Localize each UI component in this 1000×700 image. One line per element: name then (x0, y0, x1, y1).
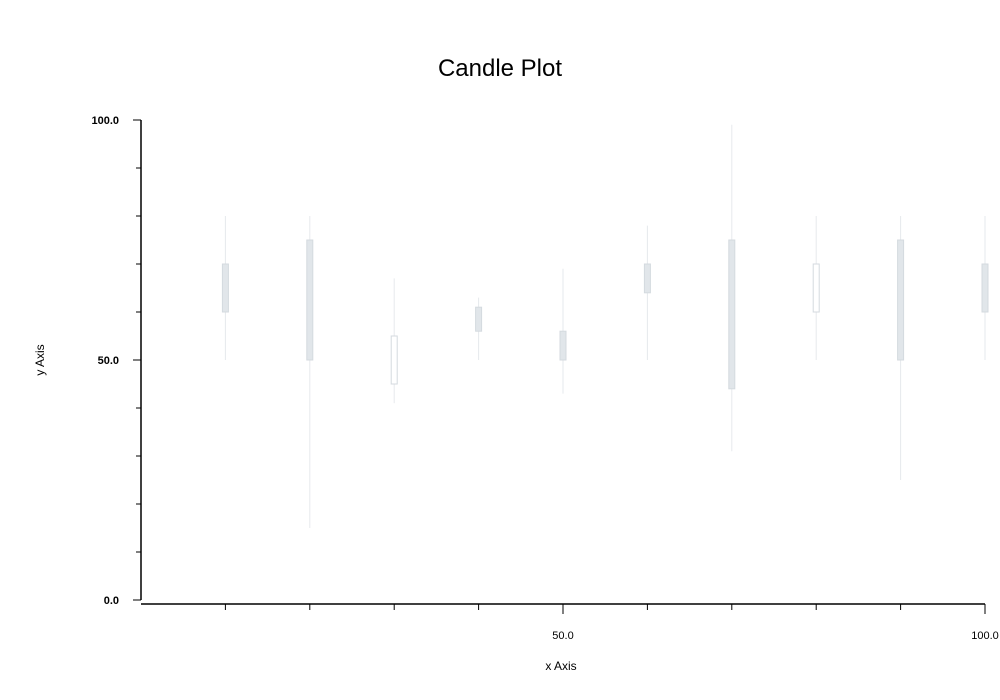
candle (812, 216, 820, 360)
chart-title: Candle Plot (438, 55, 562, 82)
candle-body (897, 239, 905, 361)
candle-body (981, 263, 989, 313)
candle (559, 268, 567, 394)
candle-body (812, 263, 820, 313)
candle-body (221, 263, 229, 313)
candle-body (559, 330, 567, 361)
candles-layer (221, 124, 989, 528)
candle (475, 297, 483, 360)
axis-ticks (133, 119, 986, 614)
axis-tick-labels: 0.0 50.0 100.0 50.0 100.0 (91, 115, 998, 642)
candle-body (475, 306, 483, 332)
candle (981, 216, 989, 360)
y-tick-label: 100.0 (91, 115, 119, 127)
candle (221, 216, 229, 360)
candle (643, 225, 651, 360)
y-tick-label: 50.0 (98, 355, 119, 367)
candle-body (306, 239, 314, 361)
candle (390, 278, 398, 404)
x-tick-label: 50.0 (552, 630, 573, 642)
candle (728, 124, 736, 452)
candle (897, 216, 905, 480)
y-axis-title: y Axis (33, 344, 47, 375)
candle (306, 216, 314, 528)
y-tick-label: 0.0 (104, 595, 119, 607)
x-axis-title: x Axis (545, 659, 576, 673)
candle-body (390, 335, 398, 385)
candle-body (643, 263, 651, 294)
candle-body (728, 239, 736, 390)
x-tick-label: 100.0 (971, 630, 999, 642)
